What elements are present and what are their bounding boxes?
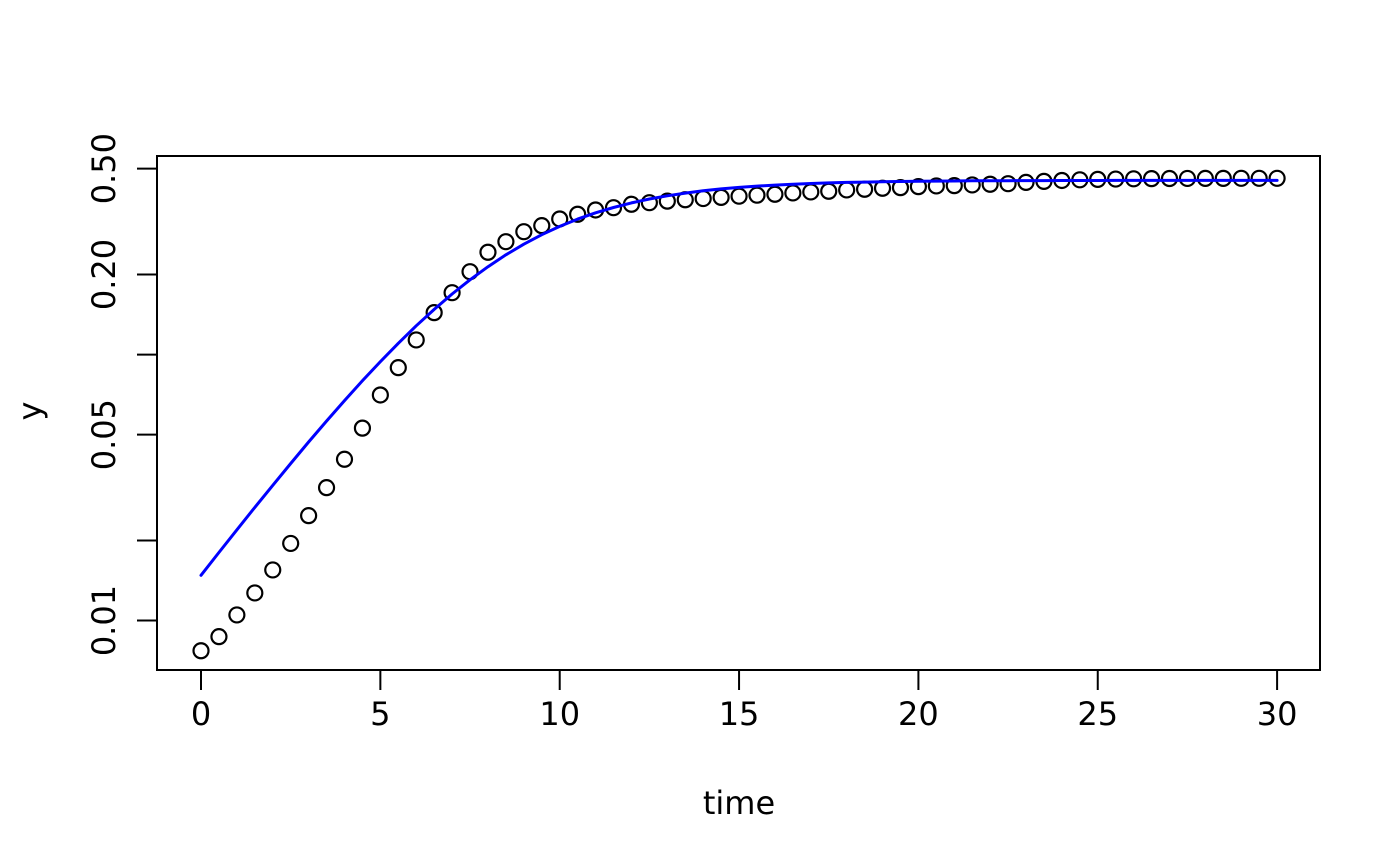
data-point	[192, 642, 210, 660]
data-point	[407, 331, 425, 349]
data-point	[497, 233, 515, 251]
data-point	[264, 561, 282, 579]
data-point	[1142, 170, 1161, 188]
x-tick-label: 25	[1077, 695, 1118, 733]
data-point	[604, 199, 623, 217]
data-point	[820, 182, 838, 200]
data-point	[317, 479, 336, 497]
data-point	[371, 386, 389, 404]
data-point	[1214, 169, 1232, 187]
data-point	[443, 284, 461, 302]
data-point	[999, 175, 1017, 193]
y-axis-title: y	[11, 401, 49, 421]
data-point	[353, 419, 372, 437]
x-tick-label: 0	[191, 695, 211, 733]
plot-border	[156, 155, 1321, 671]
x-tick-label: 30	[1257, 695, 1298, 733]
y-tick-label: 0.01	[85, 585, 123, 656]
data-point	[963, 176, 981, 194]
data-point	[927, 177, 945, 195]
data-point	[1017, 173, 1035, 191]
data-point	[1178, 169, 1197, 188]
data-point	[730, 187, 748, 205]
data-point	[425, 304, 443, 322]
x-tick-label: 5	[370, 695, 390, 733]
y-tick-label: 0.20	[85, 239, 123, 310]
x-tick-label: 20	[898, 695, 939, 733]
data-point	[981, 175, 999, 193]
data-point	[1196, 169, 1214, 188]
x-axis-title: time	[702, 784, 776, 822]
data-point	[802, 183, 820, 201]
data-point	[282, 534, 300, 553]
data-point	[569, 205, 587, 223]
data-point	[228, 606, 246, 624]
data-point	[1268, 169, 1286, 187]
data-point	[694, 189, 712, 208]
data-point	[300, 507, 318, 525]
x-tick-label: 15	[719, 695, 760, 733]
data-point	[515, 223, 533, 241]
data-point	[838, 181, 856, 199]
y-tick-label: 0.05	[85, 399, 123, 470]
data-point	[335, 450, 354, 468]
data-point	[766, 185, 784, 203]
data-point	[1232, 169, 1250, 187]
data-point	[712, 188, 730, 206]
fit-line	[199, 178, 1279, 577]
data-point	[1125, 170, 1143, 188]
data-point	[210, 628, 228, 646]
data-point	[246, 584, 264, 602]
data-point	[389, 359, 407, 377]
data-point	[479, 243, 497, 261]
data-point	[945, 177, 963, 195]
y-tick-label: 0.50	[85, 133, 123, 204]
x-tick-label: 10	[539, 695, 580, 733]
data-point	[784, 184, 802, 202]
data-point	[658, 192, 676, 210]
data-point	[909, 178, 928, 196]
data-point	[855, 180, 874, 198]
data-point	[748, 186, 766, 204]
data-point	[1250, 169, 1268, 187]
data-point	[640, 194, 658, 212]
data-point	[1160, 169, 1179, 188]
